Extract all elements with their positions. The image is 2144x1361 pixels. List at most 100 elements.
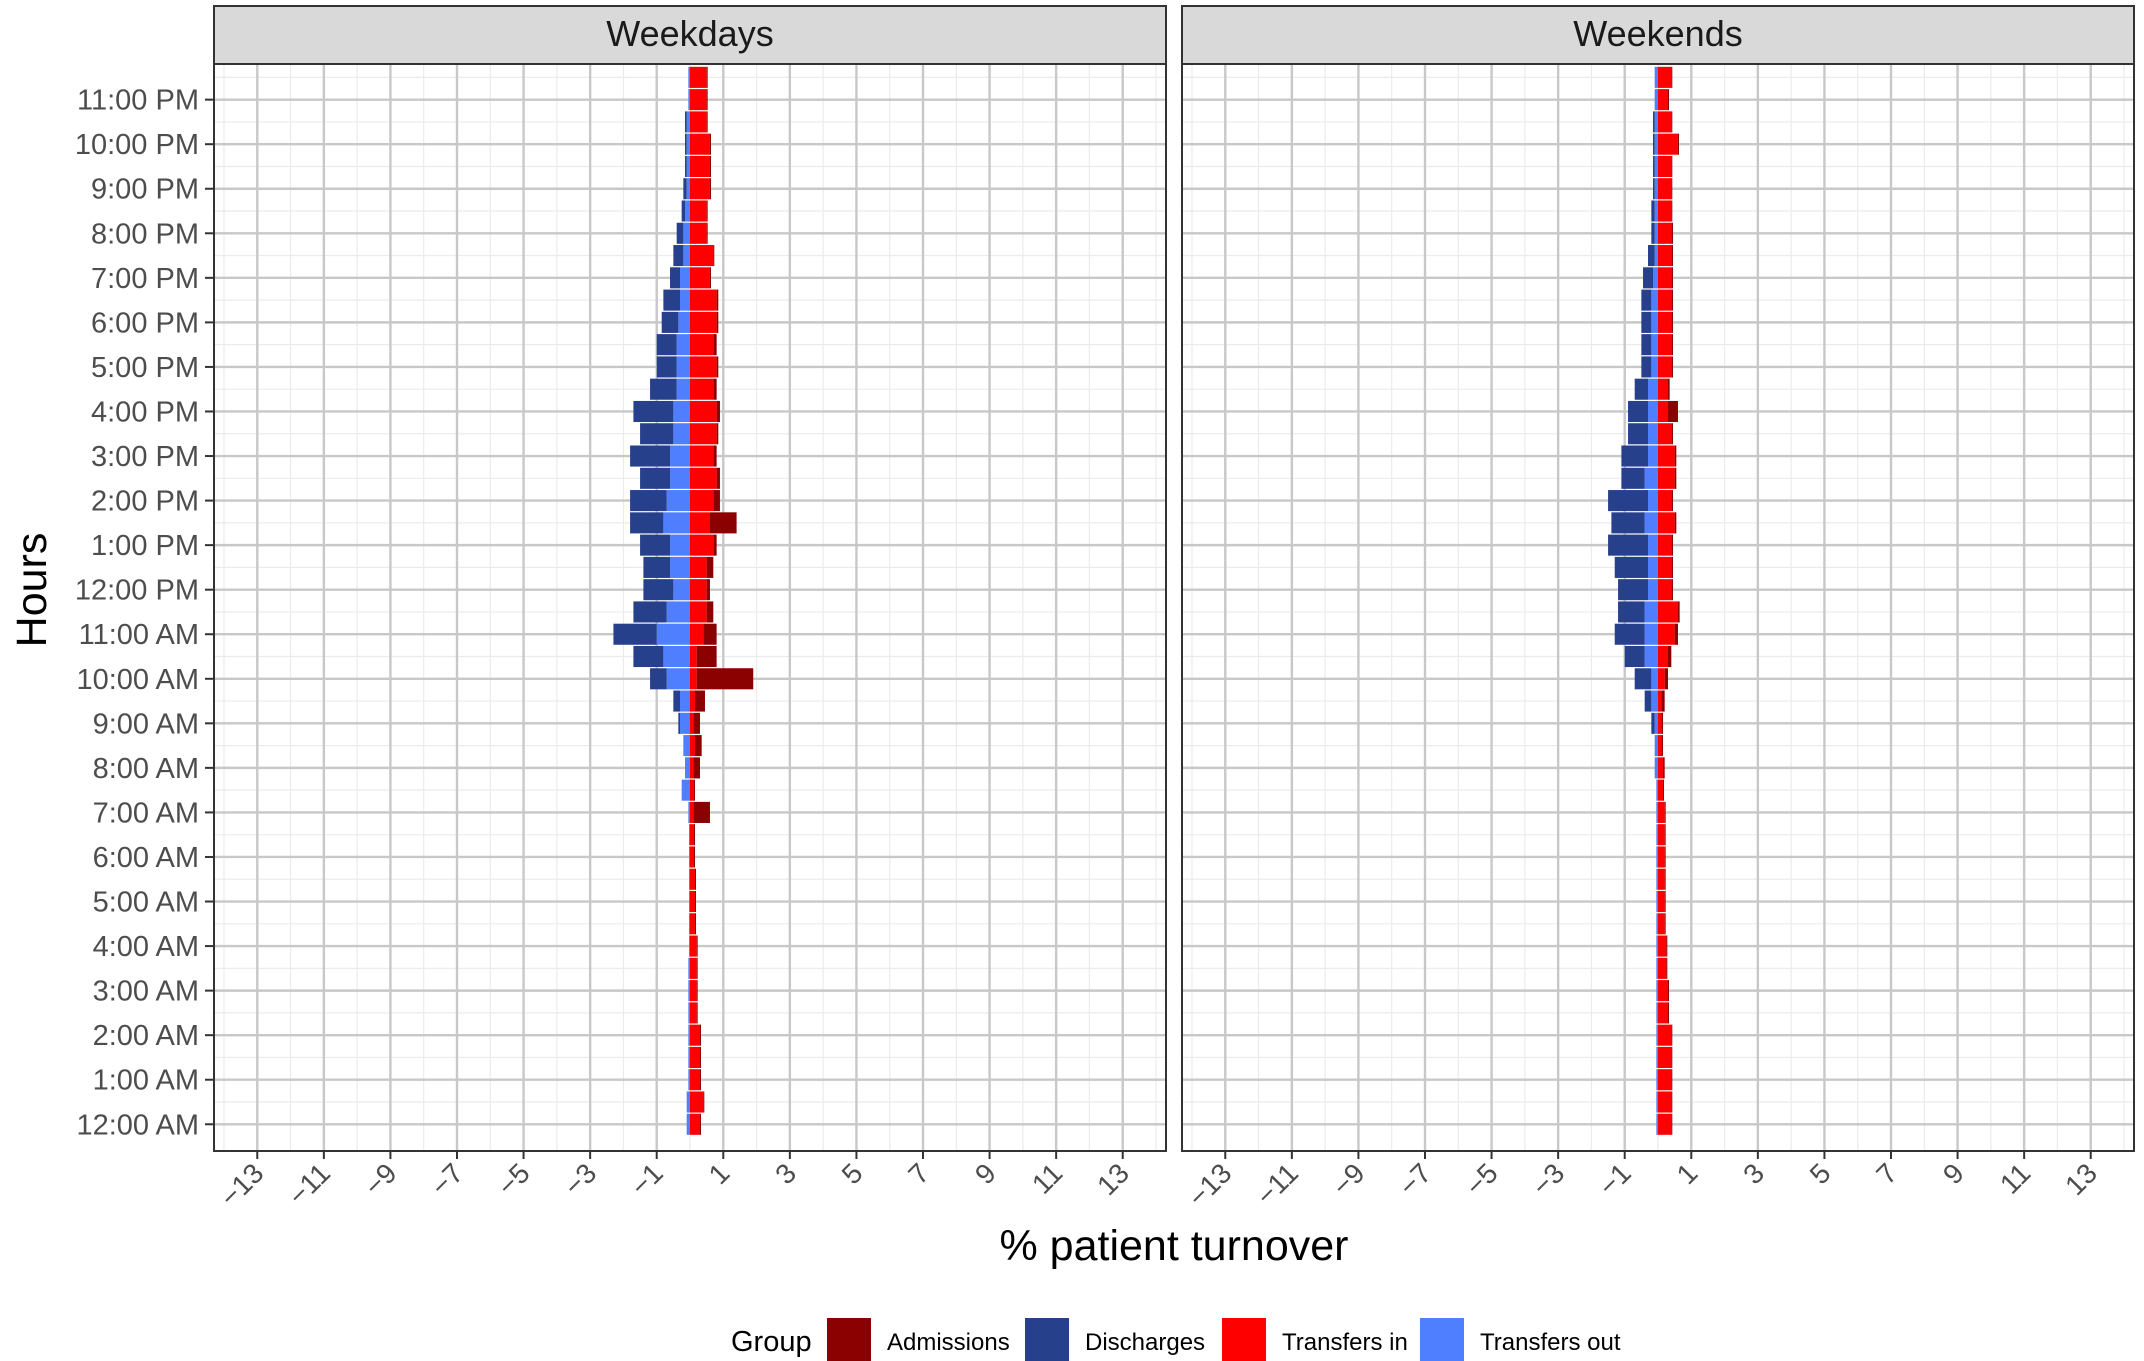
bar-transfers-in xyxy=(690,1046,700,1068)
y-tick-label: 12:00 AM xyxy=(76,1109,199,1141)
bar-transfers-in xyxy=(690,690,695,712)
bar-discharges xyxy=(685,111,687,133)
y-tick-label: 2:00 AM xyxy=(93,1020,199,1052)
bar-admissions xyxy=(706,579,710,601)
bar-transfers-in xyxy=(1658,868,1665,890)
bar-transfers-out xyxy=(686,1113,690,1135)
bar-admissions xyxy=(1664,868,1666,890)
bar-transfers-in xyxy=(1658,133,1678,155)
bar-admissions xyxy=(694,890,696,913)
bar-transfers-in xyxy=(690,423,717,445)
x-tick-label: −7 xyxy=(425,1157,470,1202)
legend-key xyxy=(1222,1318,1266,1361)
bar-transfers-in xyxy=(690,334,714,356)
bar-discharges xyxy=(1641,356,1652,378)
y-tick-label: 3:00 PM xyxy=(91,441,199,473)
bar-transfers-in xyxy=(1658,66,1672,88)
bar-admissions xyxy=(1664,913,1666,935)
bar-transfers-out xyxy=(676,378,690,400)
bar-admissions xyxy=(713,378,717,400)
y-tick-label: 7:00 PM xyxy=(91,263,199,295)
bar-admissions xyxy=(1671,1069,1673,1091)
bar-transfers-out xyxy=(1654,735,1658,757)
bar-admissions xyxy=(696,668,754,690)
bar-transfers-in xyxy=(1658,623,1675,645)
bar-admissions xyxy=(696,957,698,979)
bar-transfers-in xyxy=(1658,757,1663,779)
bar-transfers-out xyxy=(686,1091,690,1113)
bar-transfers-out xyxy=(1656,846,1658,868)
bar-admissions xyxy=(1674,623,1678,645)
bar-discharges xyxy=(650,378,677,400)
y-tick-label: 11:00 PM xyxy=(77,85,199,117)
bar-transfers-in xyxy=(1658,1091,1672,1113)
bar-transfers-in xyxy=(690,824,694,846)
bar-discharges xyxy=(633,645,664,668)
bar-admissions xyxy=(699,1024,701,1046)
legend-item: Transfers in xyxy=(1222,1318,1408,1361)
bar-discharges xyxy=(656,334,677,356)
bar-discharges xyxy=(1641,311,1652,333)
bar-admissions xyxy=(713,445,717,467)
bar-transfers-in xyxy=(690,66,707,88)
bar-admissions xyxy=(696,980,698,1002)
bar-admissions xyxy=(706,66,708,88)
bar-transfers-in xyxy=(1658,846,1665,868)
facet-strip xyxy=(213,5,1167,65)
x-tick-label: 7 xyxy=(902,1157,935,1190)
bar-discharges xyxy=(678,712,681,734)
bar-transfers-out xyxy=(689,913,690,935)
bar-transfers-in xyxy=(1658,690,1662,712)
bar-transfers-in xyxy=(1658,356,1672,378)
bar-discharges xyxy=(1614,556,1649,578)
bar-transfers-in xyxy=(1658,334,1672,356)
bar-transfers-in xyxy=(1658,1069,1672,1091)
y-tick-label: 6:00 AM xyxy=(93,842,199,874)
x-tick-label: 9 xyxy=(1937,1157,1970,1190)
x-tick-label: −11 xyxy=(282,1157,336,1211)
bar-transfers-out xyxy=(680,289,690,311)
bar-transfers-in xyxy=(690,267,710,289)
bar-transfers-in xyxy=(1658,601,1678,623)
bar-transfers-in xyxy=(1658,779,1663,801)
bar-transfers-out xyxy=(1654,712,1658,734)
bar-transfers-in xyxy=(690,89,707,111)
y-tick-label: 2:00 PM xyxy=(91,486,199,518)
bar-discharges xyxy=(670,267,681,289)
bar-transfers-out xyxy=(1648,579,1658,601)
y-tick-label: 9:00 AM xyxy=(93,708,199,740)
x-tick-label: 3 xyxy=(769,1157,802,1190)
bar-transfers-out xyxy=(688,1024,690,1046)
bar-transfers-out xyxy=(1651,334,1658,356)
bar-transfers-out xyxy=(1644,623,1658,645)
bar-discharges xyxy=(1611,512,1645,534)
bar-transfers-out xyxy=(666,490,690,512)
bar-transfers-out xyxy=(680,712,690,734)
bar-transfers-out xyxy=(689,890,690,913)
legend-item: Admissions xyxy=(827,1318,1010,1361)
bar-transfers-in xyxy=(1658,267,1672,289)
bar-transfers-out xyxy=(1654,245,1658,267)
panel-border xyxy=(1181,63,2135,1152)
bar-transfers-in xyxy=(1658,490,1672,512)
bar-transfers-out xyxy=(1656,868,1658,890)
bar-transfers-out xyxy=(683,222,690,244)
legend-key xyxy=(1025,1318,1069,1361)
bar-discharges xyxy=(1651,200,1655,222)
bar-transfers-in xyxy=(690,378,714,400)
bar-transfers-in xyxy=(1658,245,1672,267)
bar-admissions xyxy=(696,935,698,957)
bar-transfers-in xyxy=(1658,200,1672,222)
bar-transfers-in xyxy=(1658,935,1667,957)
bar-transfers-out xyxy=(673,423,690,445)
bar-admissions xyxy=(1674,467,1677,489)
bar-discharges xyxy=(1653,111,1655,133)
legend-key xyxy=(827,1318,871,1361)
bar-transfers-out xyxy=(1648,556,1658,578)
bar-admissions xyxy=(709,133,711,155)
bar-transfers-in xyxy=(690,957,697,979)
bar-admissions xyxy=(694,913,696,935)
y-tick-label: 8:00 AM xyxy=(93,753,199,785)
x-tick-label: 11 xyxy=(1026,1157,1068,1199)
bar-discharges xyxy=(1621,445,1649,467)
